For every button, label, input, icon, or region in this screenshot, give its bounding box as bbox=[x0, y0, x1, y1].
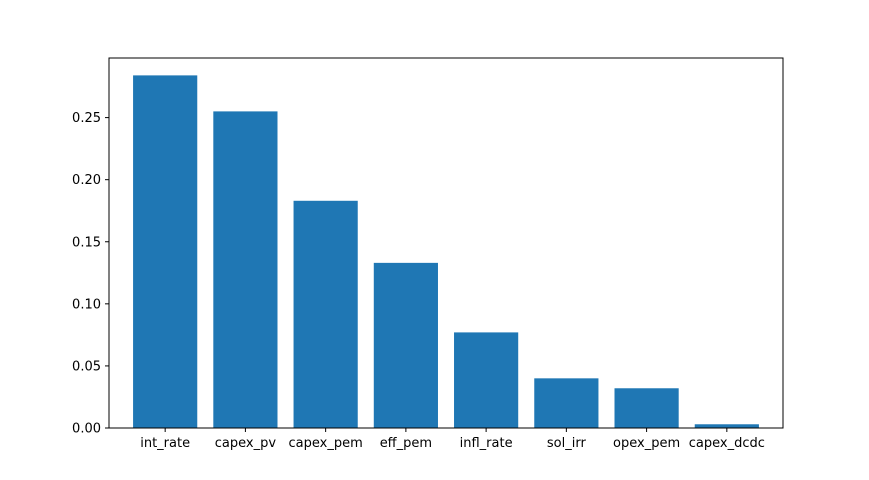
x-axis: int_rate capex_pv capex_pem eff_pem infl_rat… bbox=[140, 428, 765, 451]
bar-infl-rate bbox=[454, 332, 519, 428]
x-tick-label: int_rate bbox=[140, 436, 190, 451]
y-tick-label: 0.20 bbox=[72, 173, 101, 188]
bar-eff-pem bbox=[373, 262, 438, 428]
y-tick-label: 0.05 bbox=[72, 359, 101, 374]
x-tick-label: capex_dcdc bbox=[689, 436, 765, 451]
x-tick-label: sol_irr bbox=[547, 436, 587, 451]
y-axis: 0.00 0.05 0.10 0.15 0.20 0.25 bbox=[72, 111, 109, 437]
bar-int-rate bbox=[133, 75, 198, 428]
x-tick-label: opex_pem bbox=[613, 436, 680, 451]
y-tick-label: 0.00 bbox=[72, 422, 101, 437]
y-tick-label: 0.10 bbox=[72, 297, 101, 312]
x-tick-label: capex_pem bbox=[289, 436, 363, 451]
plot-frame bbox=[108, 57, 784, 429]
bar-capex-pv bbox=[213, 111, 278, 429]
x-tick-label: eff_pem bbox=[380, 436, 432, 451]
bars-group bbox=[133, 75, 759, 429]
y-tick-label: 0.15 bbox=[72, 235, 101, 250]
x-tick-label: infl_rate bbox=[460, 436, 513, 451]
bar-capex-pem bbox=[293, 200, 358, 428]
y-tick-label: 0.25 bbox=[72, 111, 101, 126]
bar-capex-dcdc bbox=[694, 424, 759, 428]
bar-opex-pem bbox=[614, 388, 679, 428]
bar-sol-irr bbox=[534, 378, 599, 428]
x-tick-label: capex_pv bbox=[215, 436, 277, 451]
